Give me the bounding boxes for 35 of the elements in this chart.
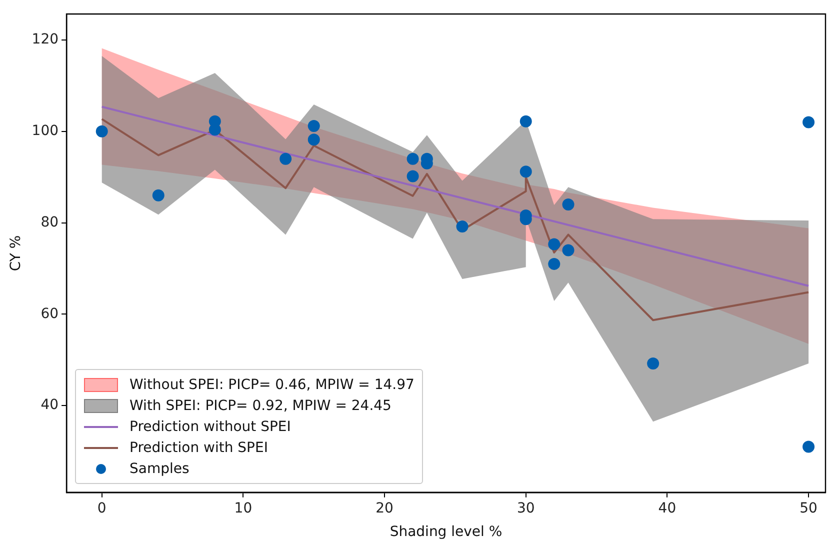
point bbox=[406, 152, 419, 165]
point bbox=[152, 189, 164, 202]
x-tick-label: 30 bbox=[516, 500, 535, 516]
point bbox=[280, 152, 292, 165]
point bbox=[308, 134, 320, 146]
legend-label: Without SPEI: PICP= 0.46, MPIW = 14.97 bbox=[130, 376, 414, 393]
legend-label: Prediction with SPEI bbox=[130, 440, 268, 456]
y-tick-label: 80 bbox=[40, 214, 59, 230]
legend-label: With SPEI: PICP= 0.92, MPIW = 24.45 bbox=[130, 398, 392, 414]
point bbox=[562, 198, 574, 211]
y-tick-label: 120 bbox=[32, 32, 59, 48]
point bbox=[802, 440, 815, 453]
y-tick-label: 40 bbox=[40, 397, 59, 414]
point bbox=[406, 170, 419, 182]
y-axis-title: CY % bbox=[8, 235, 24, 272]
point bbox=[520, 115, 532, 128]
x-tick-label: 20 bbox=[376, 500, 394, 516]
y-tick-label: 60 bbox=[40, 306, 59, 322]
x-tick-label: 50 bbox=[800, 500, 818, 516]
point bbox=[548, 258, 560, 270]
x-tick-label: 10 bbox=[234, 500, 252, 516]
point bbox=[562, 244, 574, 256]
point bbox=[456, 220, 468, 232]
point bbox=[802, 116, 815, 128]
x-tick-label: 40 bbox=[658, 500, 676, 516]
y-tick-label: 100 bbox=[32, 123, 59, 140]
point bbox=[308, 120, 320, 132]
legend-label: Samples bbox=[130, 460, 190, 477]
point bbox=[647, 358, 660, 370]
point bbox=[96, 125, 108, 138]
point bbox=[548, 238, 560, 250]
point bbox=[520, 166, 532, 178]
x-tick-label: 0 bbox=[97, 500, 106, 516]
legend-label: Prediction without SPEI bbox=[130, 418, 291, 435]
x-axis-title: Shading level % bbox=[390, 524, 502, 540]
